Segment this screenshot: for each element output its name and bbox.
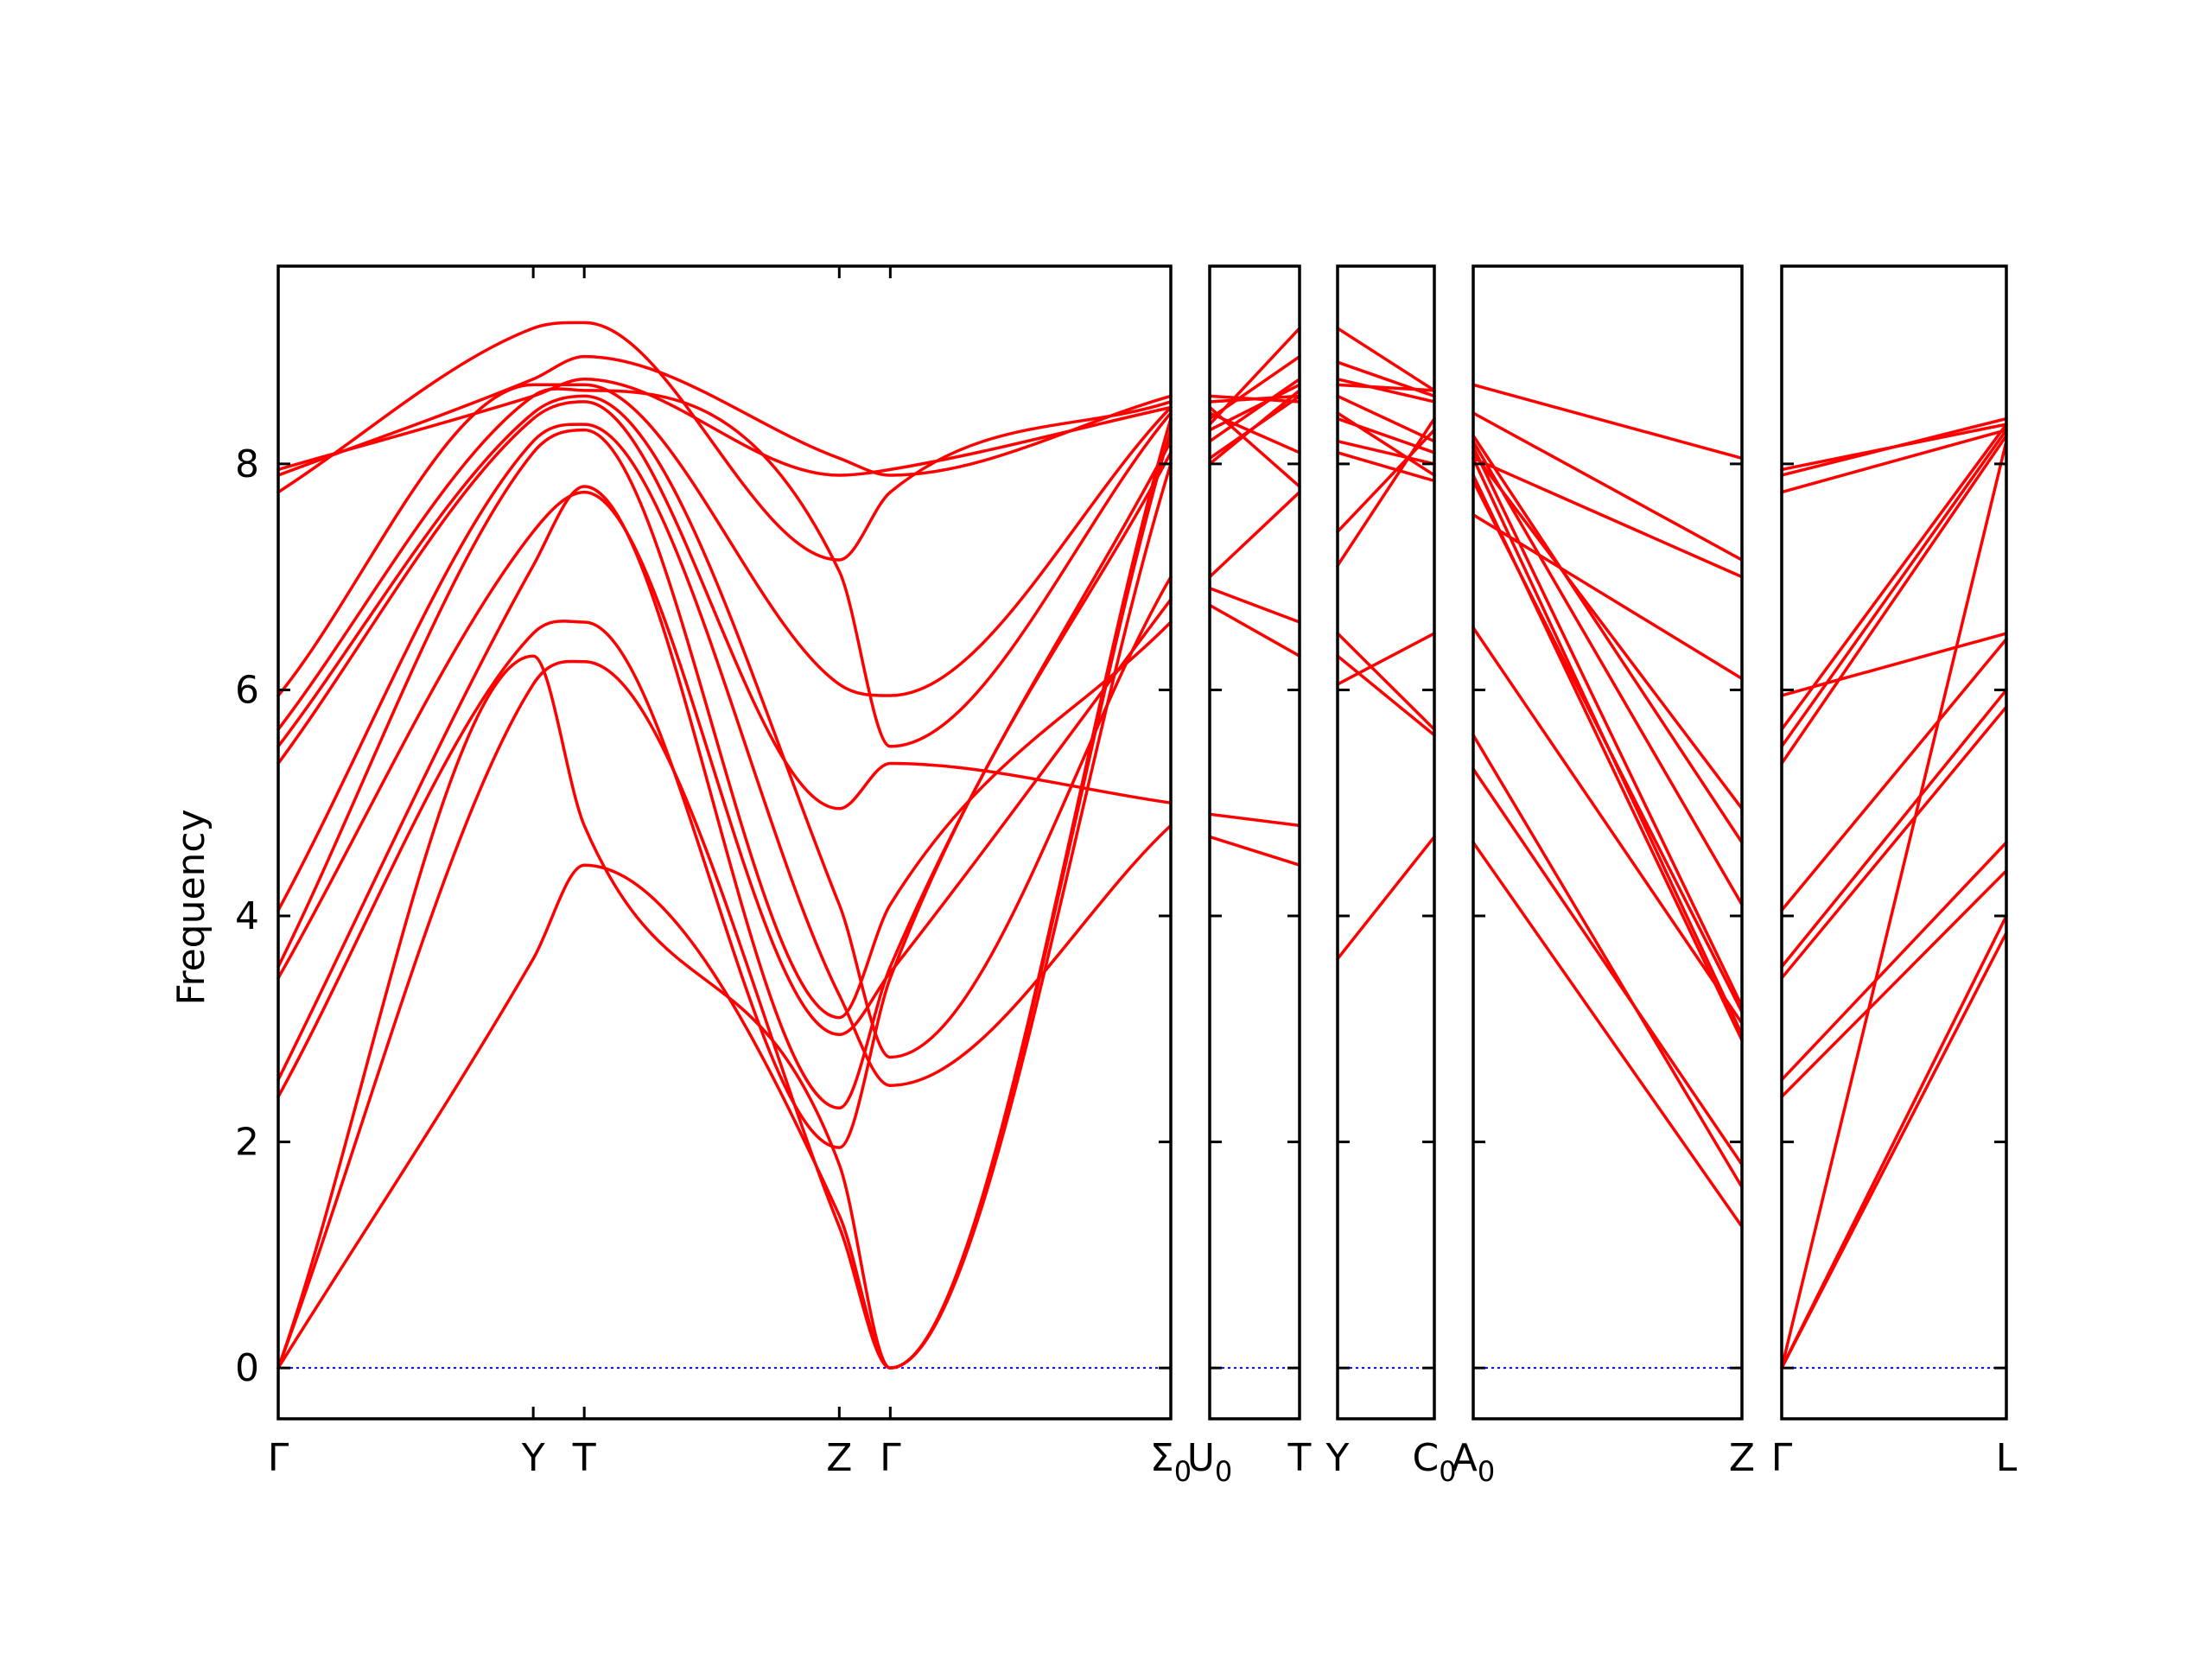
band-line-10 — [276, 394, 1173, 1059]
panel-2: U0 T — [1187, 264, 1312, 1488]
band-line-13 — [1336, 378, 1436, 404]
band-line-9 — [1471, 451, 1744, 810]
x-tick-label: Γ — [268, 1436, 289, 1480]
band-line-14 — [1336, 360, 1436, 398]
band-line-5 — [1208, 490, 1301, 579]
band-line-11 — [1471, 434, 1744, 844]
band-line-13 — [1471, 456, 1744, 579]
band-line-3 — [1336, 654, 1436, 737]
band-line-10 — [1336, 411, 1436, 477]
band-line-3 — [276, 416, 1173, 1370]
band-line-9 — [276, 400, 1173, 810]
band-line-3 — [1208, 603, 1301, 658]
x-tick-label: C0 — [1412, 1436, 1456, 1488]
band-line-15 — [1471, 383, 1744, 461]
band-line-15 — [1336, 327, 1436, 392]
x-tick-label: L — [1996, 1436, 2018, 1480]
band-line-2 — [1780, 914, 2008, 1370]
band-line-6 — [1780, 705, 2008, 980]
y-tick-label: 2 — [235, 1121, 259, 1165]
panel-frame — [1471, 264, 1744, 1421]
x-tick-label: T — [1287, 1436, 1312, 1480]
x-tick-label: Y — [521, 1436, 545, 1480]
y-axis-label: Frequency — [169, 809, 213, 1005]
band-line-5 — [276, 439, 1173, 1110]
band-line-12 — [1780, 632, 2008, 697]
band-line-2 — [1208, 812, 1301, 828]
band-line-15 — [1208, 394, 1301, 404]
band-line-6 — [276, 490, 1173, 1037]
band-line-1 — [1336, 835, 1436, 961]
band-line-11 — [1780, 423, 2008, 731]
band-line-1 — [1471, 841, 1744, 1229]
band-line-8 — [1471, 445, 1744, 1008]
panel-frame — [1336, 264, 1436, 1421]
band-line-11 — [1208, 354, 1301, 421]
band-line-7 — [1336, 451, 1436, 483]
band-line-9 — [1208, 383, 1301, 432]
band-line-5 — [1336, 416, 1436, 568]
band-line-6 — [1471, 474, 1744, 1042]
band-line-15 — [1780, 423, 2008, 472]
x-tick-label: Y — [1325, 1436, 1350, 1480]
band-line-4 — [1336, 632, 1436, 731]
band-line-13 — [1208, 405, 1301, 488]
band-line-10 — [1780, 428, 2008, 748]
panel-3: Y C0 — [1325, 264, 1457, 1488]
band-line-7 — [276, 428, 1173, 1020]
x-tick-label: U0 — [1187, 1436, 1233, 1488]
band-line-4 — [1208, 586, 1301, 624]
band-line-10 — [1471, 439, 1744, 906]
band-line-8 — [1208, 378, 1301, 443]
band-line-2 — [276, 462, 1173, 1370]
panel-4: A0 Z — [1452, 264, 1755, 1488]
band-line-7 — [1780, 688, 2008, 969]
x-tick-label: Z — [826, 1436, 852, 1480]
y-tick-label: 6 — [235, 668, 259, 712]
panel-frame — [276, 264, 1173, 1421]
x-tick-label: A0 — [1452, 1436, 1495, 1488]
band-line-13 — [276, 321, 1173, 562]
panel-frame — [1780, 264, 2008, 1421]
x-tick-label: Γ — [880, 1436, 901, 1480]
x-tick-label: Σ0 — [1150, 1436, 1192, 1488]
y-tick-label: 8 — [235, 442, 259, 486]
band-line-2 — [1471, 767, 1744, 1166]
x-tick-label: T — [572, 1436, 596, 1480]
x-tick-label: Z — [1729, 1436, 1755, 1480]
band-line-3 — [1780, 439, 2008, 1370]
band-line-4 — [1780, 868, 2008, 1099]
band-line-11 — [1336, 394, 1436, 443]
panel-frame — [1208, 264, 1301, 1421]
band-line-4 — [1471, 626, 1744, 1025]
band-line-8 — [1780, 637, 2008, 912]
band-line-2 — [1336, 632, 1436, 686]
band-line-3 — [1471, 734, 1744, 1189]
band-line-12 — [1471, 512, 1744, 681]
band-line-15 — [276, 378, 1173, 477]
band-line-1 — [1208, 835, 1301, 867]
y-tick-label: 0 — [235, 1346, 259, 1390]
band-line-14 — [276, 354, 1173, 477]
band-line-9 — [1780, 434, 2008, 766]
band-line-13 — [1780, 428, 2008, 494]
y-tick-label: 4 — [235, 894, 259, 938]
band-line-14 — [1471, 411, 1744, 562]
x-tick-label: Γ — [1771, 1436, 1793, 1480]
band-line-8 — [276, 423, 1173, 1087]
band-line-7 — [1471, 456, 1744, 1037]
band-line-8 — [1336, 439, 1436, 466]
band-line-7 — [1208, 394, 1301, 461]
band-line-5 — [1780, 841, 2008, 1082]
band-line-12 — [276, 383, 1173, 697]
